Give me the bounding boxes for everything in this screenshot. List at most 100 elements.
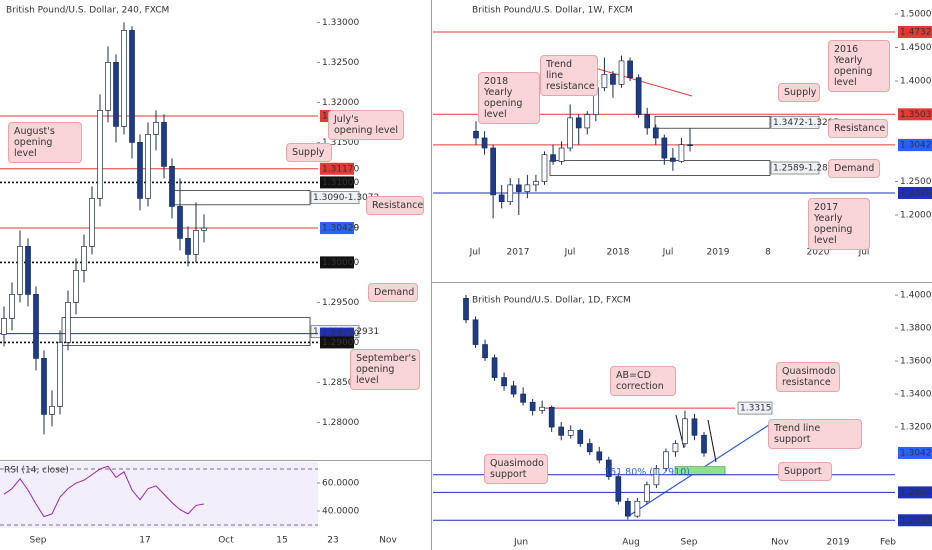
callout: Trend line support <box>768 419 862 449</box>
level-label: 1.35030 <box>900 110 932 120</box>
y-tick-label: 1.32500 <box>322 58 359 68</box>
candle-body <box>25 246 31 295</box>
candle-body <box>177 206 183 239</box>
candle-body <box>575 117 582 129</box>
x-tick-label: 2018 <box>607 248 630 258</box>
x-tick-label: 2020 <box>807 248 830 258</box>
candle-body <box>661 137 668 159</box>
y-tick-label: 1.25000 <box>900 177 932 187</box>
x-tick-label: Sep <box>681 538 698 548</box>
candle-body <box>691 418 698 436</box>
candle-body <box>644 114 651 129</box>
y-tick-label: 1.40000 <box>900 291 932 301</box>
candle-body <box>529 401 536 411</box>
candle-body <box>153 122 159 135</box>
candle-body <box>539 406 546 411</box>
callout: 2017 Yearly opening level <box>808 198 870 250</box>
candle-body <box>473 130 479 139</box>
level-label: 1.3315 <box>740 404 772 414</box>
candle-body <box>33 294 39 359</box>
candle-body <box>601 73 608 89</box>
x-tick-label: Jul <box>564 248 576 258</box>
level-label: 1.26350 <box>900 516 932 526</box>
candle-body <box>501 377 507 387</box>
y-tick-label: 1.28500 <box>322 378 359 388</box>
candle-body <box>201 227 207 231</box>
callout: September's opening level <box>350 349 420 390</box>
callout: Quasimodo resistance <box>776 362 840 392</box>
level-label-box <box>898 446 932 459</box>
candle-body <box>73 270 79 303</box>
callout: Resistance <box>828 119 888 138</box>
y-tick-label: 1.31500 <box>322 138 359 148</box>
level-label-box <box>898 139 932 152</box>
zone-label-box <box>770 161 820 175</box>
level-label-box <box>320 222 354 235</box>
y-tick-label: 1.32000 <box>322 98 359 108</box>
y-tick-label: 1.36000 <box>900 357 932 367</box>
x-tick-label: Jun <box>513 538 528 548</box>
candle-body <box>105 62 111 111</box>
y-tick-label: 1.50000 <box>900 10 932 20</box>
candle-body <box>635 77 642 115</box>
candle-body <box>510 385 517 395</box>
level-label-box <box>320 176 354 189</box>
candle-body <box>586 443 593 453</box>
candle-body <box>507 184 514 202</box>
y-tick-label: 1.33000 <box>322 18 359 28</box>
x-tick-label: Jul <box>662 248 674 258</box>
level-label: 1.30000 <box>322 258 359 268</box>
x-tick-label: 2019 <box>707 248 730 258</box>
x-tick-label: 2019 <box>827 538 850 548</box>
candle-body <box>567 117 574 149</box>
y-tick-label: 1.28000 <box>322 418 359 428</box>
chart-title: British Pound/U.S. Dollar, 240, FXCM <box>6 6 169 16</box>
level-label-box <box>898 108 932 121</box>
candle-body <box>97 110 103 199</box>
x-tick-label: 2017 <box>507 248 530 258</box>
candle-body <box>663 451 669 469</box>
callout: AB=CD correction <box>610 366 676 396</box>
candle-body <box>121 30 127 127</box>
level-label: 1.28040 <box>900 488 932 498</box>
candle-body <box>678 144 685 162</box>
annotation: 161.80% (1.2910) <box>604 467 690 478</box>
callout: Supply <box>778 83 820 102</box>
chart-title: British Pound/U.S. Dollar, 1D, FXCM <box>472 296 631 306</box>
candle-body <box>596 451 603 461</box>
candle-body <box>533 181 539 186</box>
candle-body <box>644 484 650 502</box>
level-label-box <box>320 256 354 269</box>
candle-body <box>524 184 531 192</box>
chart-title: British Pound/U.S. Dollar, 1W, FXCM <box>472 6 633 16</box>
callout: Support <box>778 462 832 481</box>
candle-body <box>17 246 23 295</box>
y-tick-label: 1.29500 <box>322 298 359 308</box>
y-tick-label: 1.40000 <box>900 77 932 87</box>
callout: Demand <box>368 283 418 302</box>
candle-body <box>610 73 616 85</box>
callout: 2018 Yearly opening level <box>478 72 540 124</box>
candle-body <box>463 298 469 321</box>
level-label: 1.47320 <box>900 27 932 37</box>
candle-body <box>567 429 574 436</box>
callout: August's opening level <box>8 122 82 163</box>
y-tick-label: 1.38000 <box>900 324 932 334</box>
candle-body <box>520 393 526 403</box>
level-label: 1.29110 <box>322 329 359 339</box>
candle-body <box>701 434 707 454</box>
x-tick-label: 17 <box>139 536 150 546</box>
candle-body <box>541 154 548 182</box>
level-label: 1.31000 <box>322 178 359 188</box>
candle-body <box>605 459 612 477</box>
y-tick-label: 1.32000 <box>900 423 932 433</box>
level-label: 1.29000 <box>322 338 359 348</box>
x-tick-label: 15 <box>276 536 287 546</box>
x-tick-label: Jul <box>858 248 870 258</box>
candle-body <box>161 122 167 167</box>
level-label: 1.30429 <box>900 141 932 151</box>
callout: Trend line resistance <box>540 55 598 96</box>
callout: Supply <box>286 143 332 162</box>
